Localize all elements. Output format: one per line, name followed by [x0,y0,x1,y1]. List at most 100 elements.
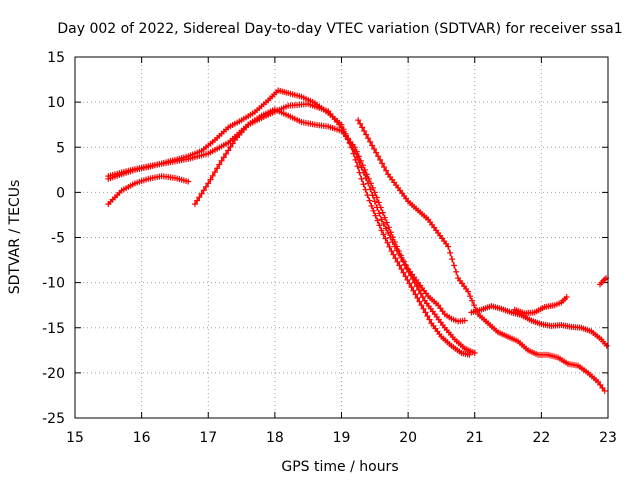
data-point-marker [218,157,225,164]
data-point-marker [355,117,362,124]
x-tick-label: 19 [333,430,351,446]
series-track-g [597,275,610,288]
data-point-marker [227,143,234,150]
data-point-marker [369,192,376,199]
chart-title: Day 002 of 2022, Sidereal Day-to-day VTE… [57,21,622,37]
data-point-marker [409,276,416,283]
data-point-marker [467,293,474,300]
data-point-marker [451,262,458,269]
data-point-marker [207,176,214,183]
data-point-marker [361,166,368,173]
data-point-marker [439,308,446,315]
data-point-marker [420,305,427,312]
data-point-marker [418,302,425,309]
data-point-marker [382,235,389,242]
data-point-marker [361,128,368,135]
data-point-marker [372,212,379,219]
data-point-marker [449,256,456,263]
data-point-marker [595,378,602,385]
data-point-marker [379,160,386,167]
data-point-marker [385,224,392,231]
data-point-marker [203,183,210,190]
y-tick-label: 10 [47,95,65,111]
data-point-marker [216,161,223,168]
data-point-marker [389,234,396,241]
axis-ticks: 15 16 17 18 19 20 21 22 23 -25 -20 -15 -10 -5 0 5 10 15 [42,50,617,446]
x-tick-label: 16 [133,430,151,446]
x-tick-label: 17 [199,430,217,446]
data-point-marker [363,131,370,138]
data-point-marker [400,269,407,276]
x-axis-label: GPS time / hours [281,459,398,475]
data-point-marker [404,276,411,283]
data-point-marker [391,239,398,246]
data-point-marker [368,202,375,209]
data-point-marker [416,298,423,305]
data-point-marker [402,273,409,280]
y-tick-label: -15 [42,321,65,337]
data-point-marker [196,194,203,201]
y-tick-label: 15 [47,50,65,66]
data-point-marker [377,204,384,211]
data-point-marker [415,286,422,293]
data-point-marker [383,167,390,174]
data-point-marker [597,381,604,388]
data-point-marker [365,135,372,142]
data-point-marker [471,302,478,309]
data-point-marker [414,294,421,301]
data-point-marker [360,181,367,188]
data-point-marker [603,342,610,349]
data-point-marker [601,276,608,283]
data-point-marker [601,387,608,394]
data-point-marker [405,268,412,275]
data-point-marker [381,214,388,221]
series-track-d [355,117,608,394]
data-point-marker [387,229,394,236]
data-point-marker [380,220,387,227]
data-point-marker [426,316,433,323]
data-point-marker [397,252,404,259]
data-point-marker [353,148,360,155]
data-point-marker [381,164,388,171]
data-point-marker [466,351,473,358]
data-point-marker [367,180,374,187]
data-point-marker [380,231,387,238]
data-point-marker [386,243,393,250]
data-point-marker [445,243,452,250]
y-tick-label: -5 [51,231,65,247]
data-point-marker [424,313,431,320]
data-point-marker [469,297,476,304]
data-point-marker [198,190,205,197]
data-point-marker [191,201,198,208]
data-point-marker [435,302,442,309]
data-point-marker [364,192,371,199]
series-track-c [191,106,478,357]
data-point-marker [354,163,361,170]
data-point-marker [453,268,460,275]
data-point-marker [359,162,366,169]
data-point-marker [209,172,216,179]
data-point-marker [465,288,472,295]
data-point-marker [365,175,372,182]
data-point-marker [412,291,419,298]
data-point-marker [355,153,362,160]
grid [75,57,608,418]
data-point-marker [401,261,408,268]
data-point-marker [220,154,227,161]
data-point-marker [379,209,386,216]
data-point-marker [351,144,358,151]
y-tick-label: -20 [42,366,65,382]
y-tick-label: -10 [42,276,65,292]
data-point-marker [419,294,426,301]
data-point-marker [375,153,382,160]
data-point-marker [563,294,570,301]
data-point-marker [383,219,390,226]
data-point-marker [373,194,380,201]
data-point-marker [375,199,382,206]
data-point-marker [461,317,468,324]
data-point-marker [408,284,415,291]
data-point-marker [378,227,385,234]
data-point-marker [370,207,377,214]
